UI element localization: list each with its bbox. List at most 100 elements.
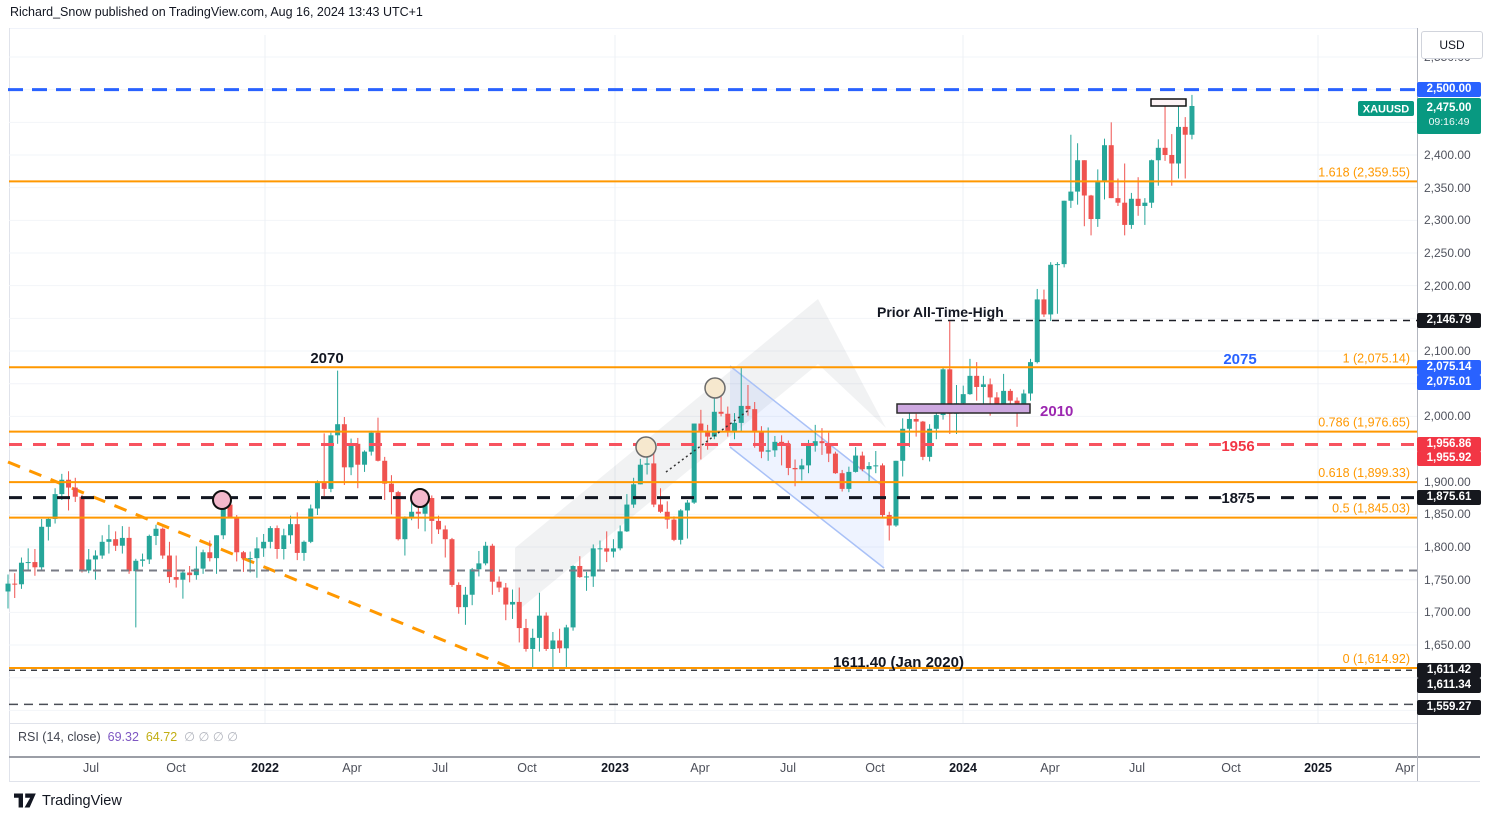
candle-body (631, 484, 637, 505)
candle-body (294, 524, 300, 553)
time-label-year: 2022 (251, 761, 279, 775)
descending-channel-bottom[interactable] (729, 446, 885, 569)
label-2010[interactable]: 2010 (1040, 403, 1073, 420)
candle-body (160, 528, 166, 556)
time-axis[interactable]: Jul Oct 2022 Apr Jul Oct 2023 Apr Jul Oct 2024 Apr J… (9, 757, 1417, 781)
candle-body (1068, 191, 1074, 201)
candle-body (664, 511, 670, 520)
ascending-channel[interactable] (515, 299, 818, 613)
candle-body (281, 535, 287, 550)
price-badge: 2,075.14 (1417, 359, 1481, 375)
price-tick: 2,250.00 (1424, 246, 1471, 260)
candle-body (1061, 200, 1067, 265)
time-label-month: Oct (517, 761, 537, 775)
time-label-month: Jul (432, 761, 448, 775)
candle-body (1001, 390, 1007, 405)
candle-body (536, 615, 542, 638)
candle-body (610, 548, 616, 552)
candle-body (395, 492, 401, 540)
rsi-timeaxis-divider (9, 756, 1480, 758)
price-rsi-divider[interactable] (9, 723, 1417, 724)
time-label-month: Jul (1129, 761, 1145, 775)
time-label-month: Oct (1221, 761, 1241, 775)
candle-body (718, 411, 724, 414)
price-axis[interactable]: 2,550.002,400.002,350.002,300.002,250.00… (1417, 28, 1492, 781)
candle-body (5, 583, 11, 592)
candle-body (1182, 126, 1188, 135)
candle-body (711, 411, 717, 437)
candle-body (126, 537, 132, 572)
price-axis-border (1417, 28, 1418, 781)
fib-label-1: 1 (2,075.14) (1343, 351, 1410, 365)
candle-body (409, 511, 415, 517)
label-1611-jan2020[interactable]: 1611.40 (Jan 2020) (833, 654, 964, 671)
fib-label-0: 0 (1,614.92) (1343, 652, 1410, 666)
candle-body (1155, 147, 1161, 161)
touch-jun22[interactable] (410, 488, 430, 508)
price-tick: 1,650.00 (1424, 638, 1471, 653)
price-badge: 2,500.00 (1417, 82, 1481, 98)
publish-header: Richard_Snow published on TradingView.co… (10, 5, 423, 19)
price-tick: 2,000.00 (1424, 409, 1471, 424)
candle-body (577, 565, 583, 578)
label-1956[interactable]: 1956 (1220, 437, 1256, 457)
time-label-year: 2023 (601, 761, 629, 775)
double-top-box[interactable] (1150, 98, 1187, 107)
candle-body (288, 524, 294, 536)
descending-channel-top[interactable] (729, 365, 885, 488)
candle-body (873, 465, 879, 467)
candle-body (1075, 160, 1081, 192)
candle-body (469, 569, 475, 595)
zone-2010-box[interactable] (896, 403, 1031, 414)
candle-body (119, 537, 125, 546)
candle-body (799, 465, 805, 470)
candle-body (516, 601, 522, 629)
candle-body (819, 441, 825, 444)
candle-body (880, 465, 886, 516)
price-tick: 1,700.00 (1424, 605, 1471, 620)
candle-body (671, 519, 677, 540)
touch-nov21[interactable] (212, 490, 232, 510)
candle-body (368, 432, 374, 452)
price-badge: 1,611.34 (1417, 677, 1481, 693)
label-1875[interactable]: 1875 (1220, 489, 1256, 509)
candle-body (738, 405, 744, 423)
candle-body (651, 463, 657, 505)
candle-body (39, 526, 45, 568)
price-tick: 2,400.00 (1424, 148, 1471, 162)
candle-body (59, 479, 65, 495)
candle-body (442, 529, 448, 540)
touch-apr23[interactable] (704, 377, 726, 399)
currency-usd-button[interactable]: USD (1421, 31, 1483, 59)
candle-body (604, 548, 610, 552)
tradingview-logo[interactable]: TradingView (14, 792, 122, 809)
chart-frame-top (9, 28, 1417, 29)
candle-body (436, 520, 442, 530)
candle-body (429, 498, 435, 521)
label-prior-ath[interactable]: Prior All-Time-High (877, 304, 1004, 320)
label-2070[interactable]: 2070 (310, 350, 343, 367)
candle-body (678, 510, 684, 540)
candle-body (785, 443, 791, 468)
candle-body (832, 453, 838, 474)
rsi-legend[interactable]: RSI (14, close) 69.32 64.72 ∅ ∅ ∅ ∅ (18, 729, 238, 744)
candle-body (927, 428, 933, 457)
candle-body (691, 423, 697, 503)
touch-feb23[interactable] (635, 436, 657, 458)
fib-label-0.5: 0.5 (1,845.03) (1332, 502, 1410, 516)
label-2075[interactable]: 2075 (1223, 351, 1256, 368)
candle-body (913, 418, 919, 422)
price-tick: 2,100.00 (1424, 344, 1471, 359)
bottom-border (9, 781, 1480, 782)
candle-body (348, 443, 354, 468)
candle-body (960, 394, 966, 404)
candle-body (254, 548, 260, 559)
candle-body (590, 548, 596, 577)
candle-body (846, 471, 852, 489)
candle-body (247, 558, 253, 560)
candle-body (261, 541, 267, 549)
candle-body (658, 504, 664, 512)
candle-body (1054, 264, 1060, 266)
candle-body (462, 594, 468, 608)
